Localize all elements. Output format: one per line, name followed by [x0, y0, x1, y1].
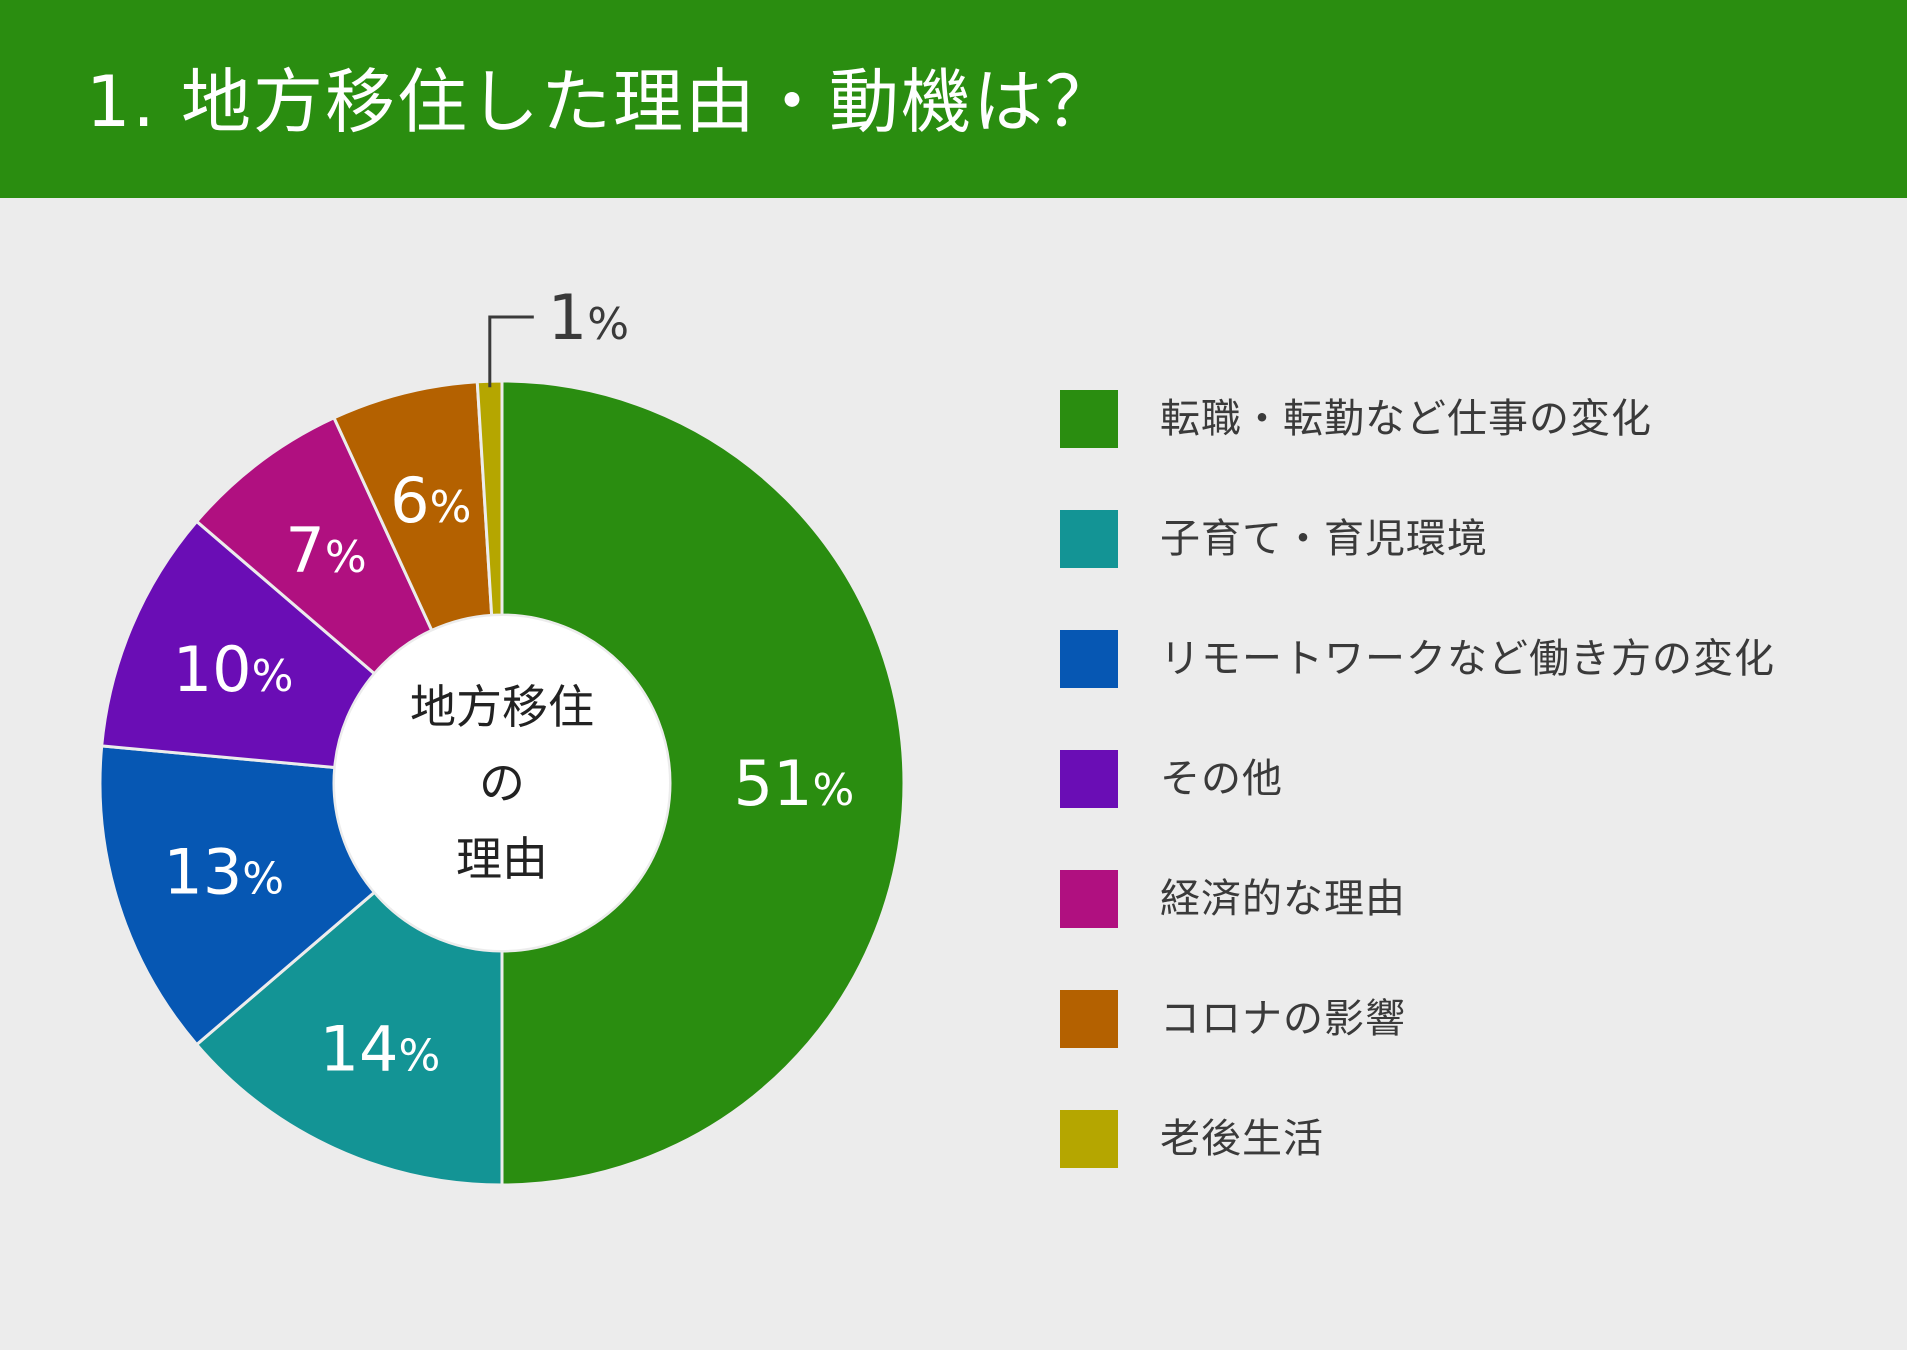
header-bar: 1. 地方移住した理由・動機は？	[0, 0, 1907, 198]
value-label-6: 6%	[390, 464, 471, 537]
legend-item: 老後生活	[1060, 1110, 1880, 1168]
value-label-7: 1%	[548, 281, 629, 354]
legend-item: 子育て・育児環境	[1060, 510, 1880, 568]
legend-item: 転職・転勤など仕事の変化	[1060, 390, 1880, 448]
value-label-4: 10%	[173, 633, 294, 706]
slice-7	[475, 379, 504, 617]
center-label-line-1: 地方移住	[410, 680, 594, 734]
legend-item: リモートワークなど働き方の変化	[1060, 630, 1880, 688]
donut-slices	[98, 379, 906, 1187]
legend-label: 経済的な理由	[1160, 876, 1406, 922]
legend-swatch	[1060, 510, 1118, 568]
legend-swatch	[1060, 390, 1118, 448]
legend-label: 子育て・育児環境	[1160, 516, 1488, 562]
legend-label: リモートワークなど働き方の変化	[1160, 636, 1775, 682]
legend-label: 転職・転勤など仕事の変化	[1160, 396, 1652, 442]
slice-3	[98, 744, 377, 1047]
legend-item: その他	[1060, 750, 1880, 808]
legend-swatch	[1060, 990, 1118, 1048]
slice-2	[194, 890, 504, 1187]
page-title: 1. 地方移住した理由・動機は？	[86, 61, 1118, 143]
value-label-1: 51%	[734, 747, 855, 820]
legend-swatch	[1060, 750, 1118, 808]
legend-label: コロナの影響	[1160, 996, 1406, 1042]
center-label-line-3: 理由	[456, 832, 548, 886]
leader-line-7	[488, 315, 534, 388]
legend-swatch	[1060, 870, 1118, 928]
legend-label: その他	[1160, 756, 1283, 802]
legend-item: 経済的な理由	[1060, 870, 1880, 928]
legend-label: 老後生活	[1160, 1116, 1324, 1162]
donut-hole	[335, 616, 669, 950]
value-label-2: 14%	[320, 1012, 441, 1085]
legend-swatch	[1060, 1110, 1118, 1168]
slice-4	[100, 519, 377, 770]
slice-1	[500, 379, 906, 1187]
legend-item: コロナの影響	[1060, 990, 1880, 1048]
legend-swatch	[1060, 630, 1118, 688]
value-label-5: 7%	[285, 514, 366, 587]
value-label-3: 13%	[163, 836, 284, 909]
value-labels: 51% 14% 13% 10% 7% 6% 1%	[163, 281, 854, 1085]
center-label-line-2: の	[479, 756, 525, 810]
